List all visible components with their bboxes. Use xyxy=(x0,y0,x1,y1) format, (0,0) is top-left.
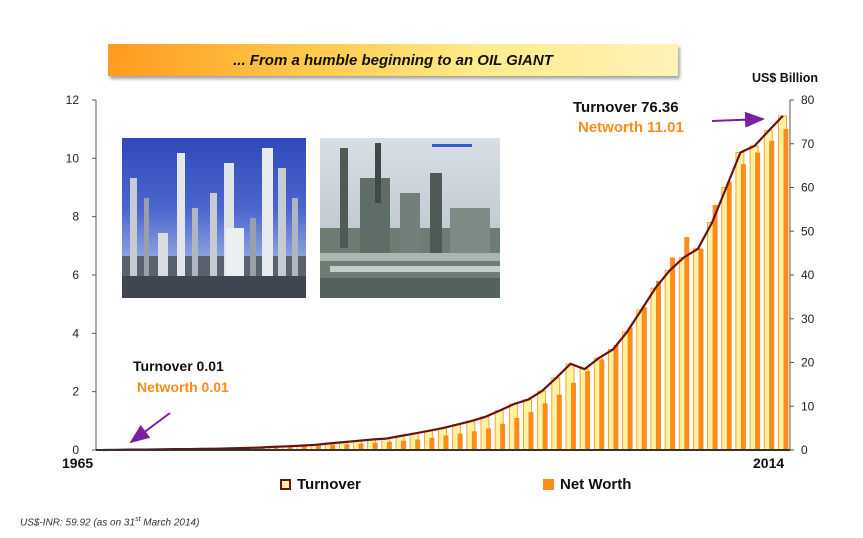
right-axis-tick-label: 10 xyxy=(801,399,815,413)
networth-bar xyxy=(755,152,761,450)
footnote-superscript: st xyxy=(135,516,141,523)
exchange-rate-footnote: US$-INR: 59.92 (as on 31st March 2014) xyxy=(20,516,199,528)
networth-bar xyxy=(570,382,576,450)
networth-bar xyxy=(726,181,732,450)
left-axis-tick-label: 6 xyxy=(72,268,79,282)
legend-label-networth: Net Worth xyxy=(560,476,632,493)
right-axis-tick-label: 60 xyxy=(801,181,815,195)
networth-bar xyxy=(613,345,619,450)
right-axis-tick-label: 70 xyxy=(801,137,815,151)
networth-bar xyxy=(301,445,307,450)
networth-bar xyxy=(485,428,491,450)
networth-bar xyxy=(273,447,279,450)
axes-layer: 0 2 4 6 8 10 12 0 10 20 30 40 50 60 70 80 1965 2014 xyxy=(62,93,815,471)
networth-bar xyxy=(514,417,520,450)
legend-item-networth: Net Worth xyxy=(543,476,631,493)
footnote-prefix: US$-INR: 59.92 (as on 31 xyxy=(20,517,136,529)
networth-bar xyxy=(500,423,506,450)
right-axis-tick-label: 0 xyxy=(801,443,808,457)
networth-bar xyxy=(655,280,661,450)
footnote-suffix: March 2014) xyxy=(140,517,200,529)
start-turnover-annotation: Turnover 0.01 xyxy=(133,358,224,374)
right-axis-tick-label: 20 xyxy=(801,356,815,370)
right-axis-tick-label: 40 xyxy=(801,268,815,282)
refinery-towers-illustration xyxy=(122,148,306,298)
networth-bar xyxy=(401,440,407,450)
x-axis-start-label: 1965 xyxy=(62,455,93,471)
networth-bar xyxy=(372,442,378,450)
left-axis-tick-label: 2 xyxy=(72,385,79,399)
chart-title-banner: ... From a humble beginning to an OIL GI… xyxy=(108,44,678,76)
turnover-swatch-icon xyxy=(280,479,291,490)
networth-bar xyxy=(769,140,775,451)
left-axis-tick-label: 10 xyxy=(66,151,80,165)
left-axis-tick-label: 12 xyxy=(66,93,80,107)
bars-layer xyxy=(98,115,789,451)
networth-bar xyxy=(684,237,690,450)
chart-legend: Turnover Net Worth xyxy=(280,476,700,498)
turnover-line xyxy=(103,115,784,452)
right-axis-tick-label: 50 xyxy=(801,224,815,238)
networth-bar xyxy=(457,433,463,450)
refinery-plant-illustration xyxy=(320,143,500,298)
networth-bar xyxy=(471,431,477,450)
networth-bar xyxy=(443,435,449,450)
networth-bar xyxy=(599,359,605,450)
networth-bar xyxy=(698,248,704,450)
networth-bar xyxy=(585,371,591,450)
refinery-towers-photo xyxy=(122,138,306,298)
line-layer xyxy=(103,115,784,452)
networth-bar xyxy=(358,443,364,450)
networth-bar xyxy=(641,307,647,450)
networth-bar xyxy=(556,394,562,450)
end-networth-annotation: Networth 11.01 xyxy=(578,119,684,136)
legend-label-turnover: Turnover xyxy=(297,476,361,493)
networth-bar xyxy=(259,447,265,450)
end-turnover-annotation: Turnover 76.36 xyxy=(573,99,679,116)
end-annotation-arrow xyxy=(711,111,765,128)
networth-bar xyxy=(330,444,336,450)
refinery-plant-photo xyxy=(320,138,500,298)
networth-bar xyxy=(670,257,676,450)
left-axis-tick-label: 4 xyxy=(72,326,79,340)
networth-bar xyxy=(528,412,534,450)
networth-bar xyxy=(386,441,392,450)
x-axis-end-label: 2014 xyxy=(753,455,784,471)
right-axis-tick-label: 80 xyxy=(801,93,815,107)
right-axis-unit-label: US$ Billion xyxy=(752,71,818,85)
networth-bar xyxy=(415,439,421,450)
networth-bar xyxy=(344,444,350,450)
left-axis-tick-label: 0 xyxy=(72,443,79,457)
chart-title: ... From a humble beginning to an OIL GI… xyxy=(233,51,553,69)
networth-bar xyxy=(429,437,435,450)
networth-bar xyxy=(316,445,322,450)
right-axis-tick-label: 30 xyxy=(801,312,815,326)
networth-bar xyxy=(627,327,633,450)
start-networth-annotation: Networth 0.01 xyxy=(137,379,229,395)
left-axis-tick-label: 8 xyxy=(72,210,79,224)
legend-item-turnover: Turnover xyxy=(280,476,361,493)
networth-bar xyxy=(542,403,548,450)
networth-bar xyxy=(740,164,746,450)
networth-bar xyxy=(783,128,789,450)
networth-bar xyxy=(287,446,293,450)
start-annotation-arrow xyxy=(129,412,171,444)
networth-swatch-icon xyxy=(543,479,554,490)
networth-bar xyxy=(712,205,718,450)
